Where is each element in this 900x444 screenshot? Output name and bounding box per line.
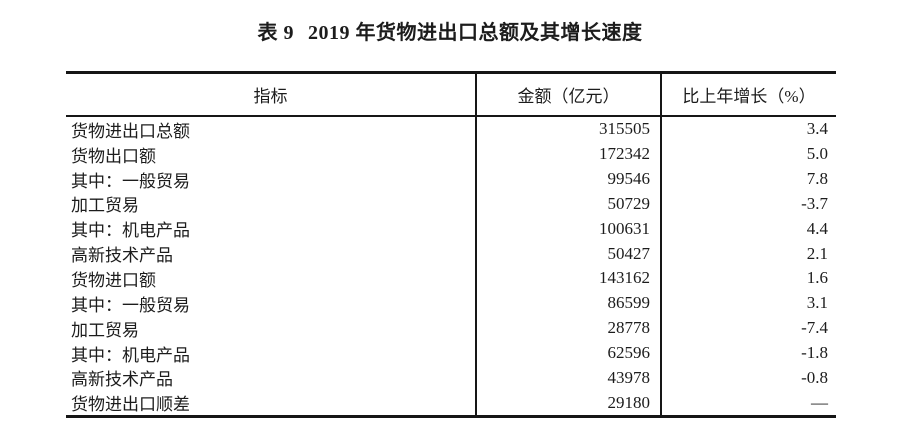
growth-cell: -1.8	[660, 340, 836, 366]
table-row: 高新技术产品 50427 2.1	[66, 241, 836, 267]
growth-cell: -7.4	[660, 315, 836, 341]
table-body: 货物进出口总额 315505 3.4 货物出口额 172342 5.0 其中：一…	[66, 117, 836, 416]
indicator-cell: 货物进口额	[71, 270, 156, 290]
page-title: 表 9 2019 年货物进出口总额及其增长速度	[0, 16, 900, 45]
indicator-cell: 货物进出口顺差	[71, 395, 190, 415]
growth-cell: -0.8	[660, 365, 836, 391]
indicator-cell: 其中：机电产品	[71, 345, 190, 365]
table-row: 其中：一般贸易 86599 3.1	[66, 290, 836, 316]
amount-cell: 62596	[475, 340, 660, 366]
amount-cell: 50729	[475, 191, 660, 217]
table-row: 其中：一般贸易 99546 7.8	[66, 166, 836, 192]
table-row: 加工贸易 28778 -7.4	[66, 315, 836, 341]
amount-cell: 50427	[475, 241, 660, 267]
growth-cell: 1.6	[660, 266, 836, 291]
indicator-cell: 高新技术产品	[71, 246, 173, 266]
header-cell-indicator: 指标	[253, 87, 288, 106]
indicator-cell: 加工贸易	[71, 196, 139, 216]
growth-cell: 3.4	[660, 117, 836, 142]
table-row: 货物进出口总额 315505 3.4	[66, 117, 836, 142]
amount-cell: 143162	[475, 266, 660, 291]
indicator-cell: 其中：一般贸易	[71, 171, 190, 191]
indicator-cell: 其中：一般贸易	[71, 295, 190, 315]
amount-cell: 43978	[475, 365, 660, 391]
growth-cell: -3.7	[660, 191, 836, 217]
table-row: 货物出口额 172342 5.0	[66, 141, 836, 167]
header-cell-growth: 比上年增长（%）	[660, 74, 836, 115]
growth-cell: 3.1	[660, 290, 836, 316]
growth-cell: —	[660, 390, 836, 416]
indicator-cell: 其中：机电产品	[71, 221, 190, 241]
amount-cell: 99546	[475, 166, 660, 192]
indicator-cell: 高新技术产品	[71, 370, 173, 390]
header-cell-amount: 金额（亿元）	[475, 74, 660, 115]
growth-cell: 7.8	[660, 166, 836, 192]
table-row: 其中：机电产品 62596 -1.8	[66, 340, 836, 366]
growth-cell: 2.1	[660, 241, 836, 267]
amount-cell: 172342	[475, 141, 660, 167]
table-header-row: 指标 金额（亿元） 比上年增长（%）	[66, 74, 836, 117]
indicator-cell: 货物出口额	[71, 146, 156, 166]
table-row: 加工贸易 50729 -3.7	[66, 191, 836, 217]
table-row: 货物进口额 143162 1.6	[66, 266, 836, 291]
amount-cell: 28778	[475, 315, 660, 341]
amount-cell: 100631	[475, 216, 660, 242]
amount-cell: 315505	[475, 117, 660, 142]
table-number-label: 表 9	[257, 22, 294, 44]
growth-cell: 4.4	[660, 216, 836, 242]
amount-cell: 29180	[475, 390, 660, 416]
growth-cell: 5.0	[660, 141, 836, 167]
table-title-text: 2019 年货物进出口总额及其增长速度	[308, 22, 643, 44]
amount-cell: 86599	[475, 290, 660, 316]
indicator-cell: 货物进出口总额	[71, 121, 190, 141]
table-row: 货物进出口顺差 29180 —	[66, 390, 836, 416]
table-row: 其中：机电产品 100631 4.4	[66, 216, 836, 242]
import-export-table: 指标 金额（亿元） 比上年增长（%） 货物进出口总额 315505 3.4 货物…	[66, 71, 836, 419]
indicator-cell: 加工贸易	[71, 320, 139, 340]
table-row: 高新技术产品 43978 -0.8	[66, 365, 836, 391]
